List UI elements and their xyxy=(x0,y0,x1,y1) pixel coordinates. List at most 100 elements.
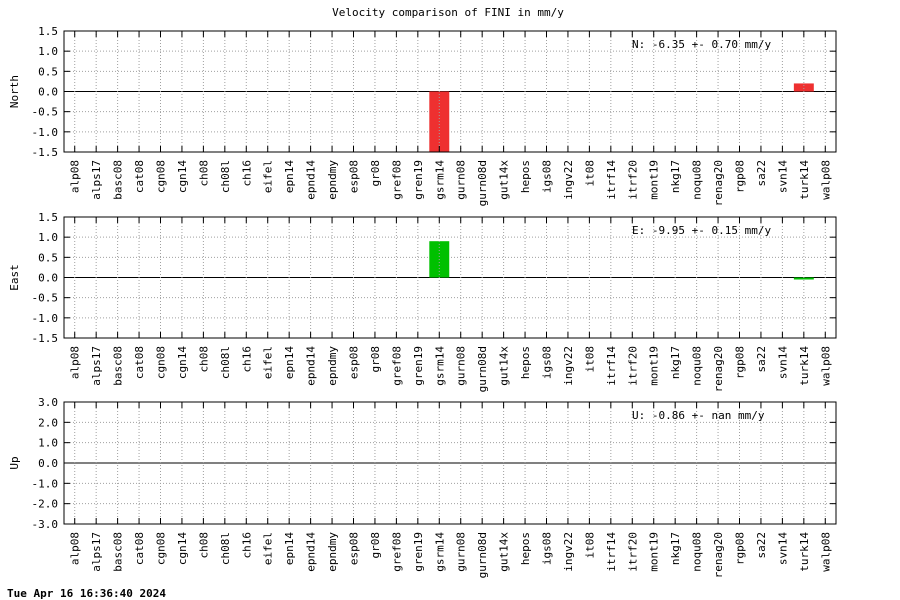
x-tick-label: gren19 xyxy=(412,160,425,200)
x-tick-label: gut14x xyxy=(498,346,511,386)
x-tick-label: eifel xyxy=(262,160,275,193)
x-tick-label: itrf14 xyxy=(605,532,618,572)
annotation: E: -9.95 +- 0.15 mm/y xyxy=(632,224,771,237)
y-tick-label: 0.0 xyxy=(38,457,58,470)
bar xyxy=(793,277,814,280)
x-tick-label: hepos xyxy=(519,532,532,565)
x-tick-label: alps17 xyxy=(90,532,103,572)
x-tick-label: walp08 xyxy=(819,160,832,200)
x-tick-label: igs08 xyxy=(541,532,554,565)
annotation: U: -0.86 +- nan mm/y xyxy=(632,409,765,422)
x-tick-label: basc08 xyxy=(112,532,125,572)
x-tick-label: mont19 xyxy=(648,160,661,200)
x-tick-label: gr08 xyxy=(369,160,382,187)
plot-frame xyxy=(63,30,837,153)
y-tick-label: -1.0 xyxy=(32,312,59,325)
bars xyxy=(429,241,814,280)
x-tick-label: esp08 xyxy=(348,346,361,379)
x-tick-label: turk14 xyxy=(798,346,811,386)
x-tick-label: gut14x xyxy=(498,532,511,572)
y-tick-label: 1.0 xyxy=(38,45,58,58)
x-tick-label: eifel xyxy=(262,532,275,565)
x-tick-label: gsrm14 xyxy=(433,532,446,572)
x-tick-label: walp08 xyxy=(819,346,832,386)
x-tick-label: noqu08 xyxy=(691,160,704,200)
x-tick-label: nkg17 xyxy=(669,160,682,193)
x-tick-label: ch08l xyxy=(219,160,232,193)
x-tick-label: epnd14 xyxy=(305,160,318,200)
x-tick-label: sa22 xyxy=(755,532,768,559)
x-tick-label: sa22 xyxy=(755,160,768,187)
timestamp: Tue Apr 16 16:36:40 2024 xyxy=(7,587,166,600)
x-tick-label: gr08 xyxy=(369,532,382,559)
x-tick-label: gurn08d xyxy=(476,532,489,578)
x-tick-label: epndmy xyxy=(326,346,339,386)
x-tick-label: mont19 xyxy=(648,532,661,572)
x-tick-label: cgn14 xyxy=(176,346,189,379)
y-tick-label: 1.0 xyxy=(38,231,58,244)
x-tick-label: cat08 xyxy=(133,160,146,193)
x-tick-label: ingv22 xyxy=(562,160,575,200)
x-tick-label: renag20 xyxy=(712,160,725,206)
x-tick-label: epnd14 xyxy=(305,346,318,386)
y-tick-label: -0.5 xyxy=(32,106,59,119)
x-tick-label: ingv22 xyxy=(562,532,575,572)
y-axis-label: Up xyxy=(8,456,21,469)
bar xyxy=(793,83,814,92)
x-tick-label: ingv22 xyxy=(562,346,575,386)
y-tick-label: 0.5 xyxy=(38,251,58,264)
y-tick-label: 0.5 xyxy=(38,65,58,78)
x-tick-label: ch08 xyxy=(197,532,210,559)
x-tick-label: hepos xyxy=(519,346,532,379)
x-tick-label: gren19 xyxy=(412,532,425,572)
annotation: N: -6.35 +- 0.70 mm/y xyxy=(632,38,771,51)
x-tick-label: renag20 xyxy=(712,532,725,578)
x-tick-label: igs08 xyxy=(541,160,554,193)
x-tick-label: cat08 xyxy=(133,532,146,565)
x-tick-label: epnd14 xyxy=(305,532,318,572)
y-tick-label: 1.5 xyxy=(38,25,58,38)
x-tick-label: nkg17 xyxy=(669,346,682,379)
x-tick-label: nkg17 xyxy=(669,532,682,565)
x-tick-label: epn14 xyxy=(283,160,296,193)
x-tick-label: rgp08 xyxy=(734,160,747,193)
x-tick-label: ch16 xyxy=(240,346,253,373)
y-tick-label: 0.0 xyxy=(38,272,58,285)
x-tick-label: it08 xyxy=(583,532,596,559)
y-tick-label: -1.5 xyxy=(32,332,59,345)
x-tick-label: alp08 xyxy=(69,160,82,193)
x-tick-label: basc08 xyxy=(112,160,125,200)
x-tick-label: ch08 xyxy=(197,160,210,187)
x-tick-label: gurn08d xyxy=(476,160,489,206)
x-tick-label: gurn08 xyxy=(455,160,468,200)
x-tick-label: svn14 xyxy=(776,160,789,193)
x-tick-label: gurn08 xyxy=(455,346,468,386)
x-tick-label: epn14 xyxy=(283,346,296,379)
x-tick-label: epndmy xyxy=(326,160,339,200)
x-tick-label: turk14 xyxy=(798,532,811,572)
x-tick-label: svn14 xyxy=(776,532,789,565)
x-tick-label: noqu08 xyxy=(691,346,704,386)
x-tick-label: cgn14 xyxy=(176,160,189,193)
x-tick-label: noqu08 xyxy=(691,532,704,572)
x-tick-label: renag20 xyxy=(712,346,725,392)
x-tick-label: itrf20 xyxy=(626,346,639,386)
x-tick-label: alp08 xyxy=(69,532,82,565)
x-tick-label: it08 xyxy=(583,160,596,187)
x-tick-label: cgn08 xyxy=(155,532,168,565)
y-tick-label: -1.0 xyxy=(32,126,59,139)
y-tick-label: 1.0 xyxy=(38,437,58,450)
x-tick-label: hepos xyxy=(519,160,532,193)
x-tick-label: gr08 xyxy=(369,346,382,373)
chart-title: Velocity comparison of FINI in mm/y xyxy=(332,6,564,19)
x-tick-label: gren19 xyxy=(412,346,425,386)
x-tick-label: gref08 xyxy=(390,160,403,200)
x-tick-label: gref08 xyxy=(390,532,403,572)
y-tick-label: -3.0 xyxy=(32,518,59,531)
x-tick-label: sa22 xyxy=(755,346,768,373)
x-tick-label: ch08 xyxy=(197,346,210,373)
x-tick-label: cgn14 xyxy=(176,532,189,565)
x-tick-label: cgn08 xyxy=(155,160,168,193)
x-tick-label: gurn08d xyxy=(476,346,489,392)
